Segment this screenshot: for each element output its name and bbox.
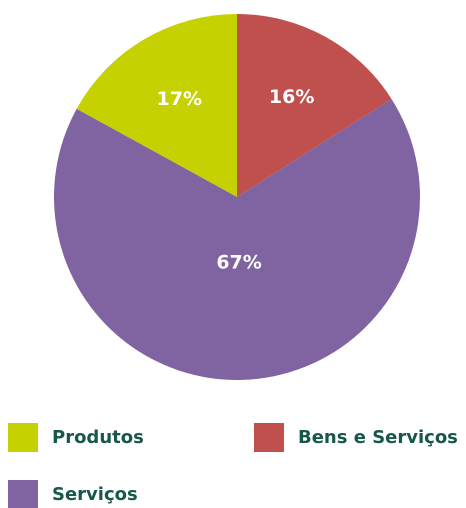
slice-label: 67% [216,251,261,273]
legend-label: Produtos [52,427,144,448]
legend-swatch [8,423,38,452]
legend-swatch [8,480,38,508]
legend-swatch [254,423,284,452]
pie-slice [76,14,237,197]
legend-label: Bens e Serviços [298,427,458,448]
slice-label: 17% [157,88,202,110]
pie-slice [237,14,392,197]
legend-label: Serviços [52,484,138,505]
pie-slice [54,98,420,380]
slice-label: 16% [269,86,314,108]
